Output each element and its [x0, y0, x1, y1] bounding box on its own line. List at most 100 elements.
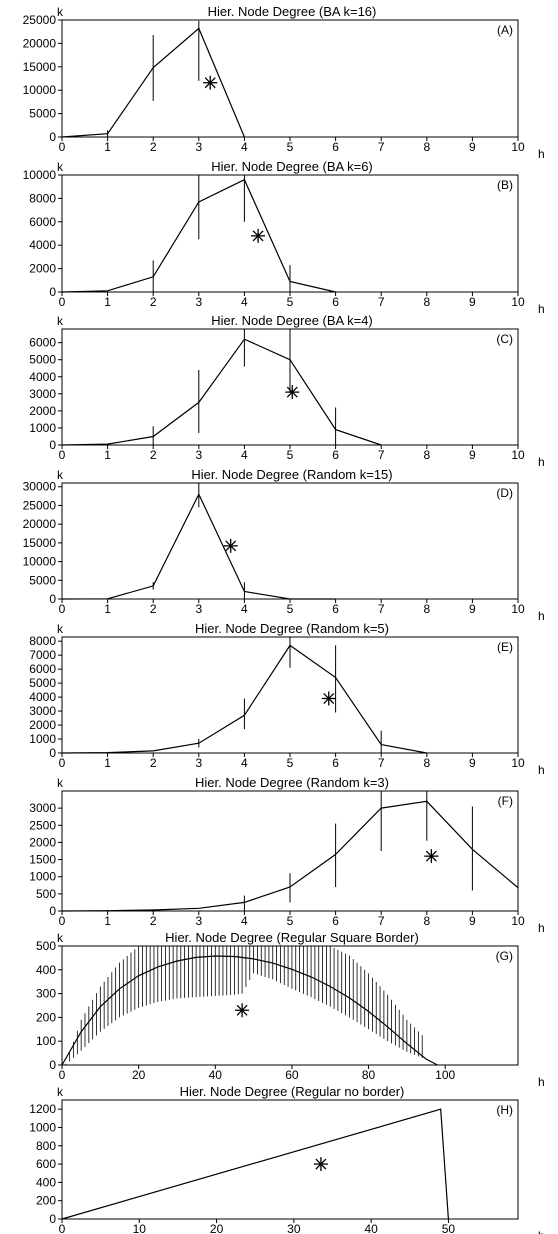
series-line: [61, 1108, 449, 1220]
plot-frame: [61, 482, 519, 600]
y-tick-label: 5000: [29, 676, 56, 690]
y-tick-label: 25000: [23, 13, 57, 27]
x-tick-label: 1: [104, 914, 111, 928]
asterisk-marker: [223, 538, 238, 553]
x-tick-label: 5: [287, 295, 294, 309]
y-tick-label: 0: [49, 1212, 56, 1226]
x-tick-label: 0: [59, 602, 66, 616]
x-tick-label: 9: [469, 295, 476, 309]
series-line: [61, 27, 245, 138]
y-tick-label: 1200: [29, 1102, 56, 1116]
x-tick-label: 7: [378, 448, 385, 462]
y-tick-label: 800: [36, 1139, 56, 1153]
chart-panel-f: Hier. Node Degree (Random k=3) k h (F) 0 1 2 3 4…: [29, 775, 544, 935]
y-tick-label: 0: [49, 592, 56, 606]
y-tick-label: 4000: [29, 370, 56, 384]
x-tick-label: 10: [511, 756, 525, 770]
chart-title: Hier. Node Degree (BA k=6): [211, 159, 373, 174]
y-tick-label: 500: [36, 939, 56, 953]
x-tick-label: 9: [469, 448, 476, 462]
chart-title: Hier. Node Degree (Random k=5): [195, 621, 389, 636]
x-tick-label: 9: [469, 140, 476, 154]
y-tick-label: 1000: [29, 870, 56, 884]
x-tick-label: 2: [150, 448, 157, 462]
x-tick-label: 50: [442, 1222, 456, 1234]
asterisk-marker: [203, 75, 218, 90]
x-tick-label: 0: [59, 140, 66, 154]
x-tick-label: 100: [435, 1068, 455, 1082]
plot-frame: [61, 1099, 519, 1220]
x-tick-label: 9: [469, 914, 476, 928]
x-tick-label: 3: [195, 756, 202, 770]
x-tick-label: 2: [150, 914, 157, 928]
panel-label: (A): [497, 23, 513, 37]
x-tick-label: 8: [423, 448, 430, 462]
x-tick-label: 4: [241, 914, 248, 928]
y-tick-label: 6000: [29, 336, 56, 350]
x-tick-label: 4: [241, 448, 248, 462]
y-tick-label: 3000: [29, 801, 56, 815]
y-tick-label: 30000: [23, 480, 57, 494]
x-tick-label: 7: [378, 602, 385, 616]
x-tick-label: 7: [378, 295, 385, 309]
y-tick-label: 10000: [23, 83, 57, 97]
y-tick-label: 2000: [29, 404, 56, 418]
y-tick-label: 1000: [29, 1120, 56, 1134]
y-tick-label: 2000: [29, 718, 56, 732]
y-tick-label: 2000: [29, 835, 56, 849]
x-tick-label: 9: [469, 602, 476, 616]
x-tick-label: 1: [104, 756, 111, 770]
asterisk-marker: [313, 1157, 328, 1172]
y-tick-label: 5000: [29, 353, 56, 367]
x-axis-label: h: [538, 1229, 545, 1234]
x-tick-label: 6: [332, 914, 339, 928]
y-tick-label: 1000: [29, 421, 56, 435]
y-axis-label: k: [57, 160, 64, 174]
x-tick-label: 6: [332, 756, 339, 770]
x-tick-label: 1: [104, 140, 111, 154]
y-axis-label: k: [57, 468, 64, 482]
x-tick-label: 5: [287, 756, 294, 770]
y-axis-label: k: [57, 5, 64, 19]
y-tick-label: 6000: [29, 662, 56, 676]
x-tick-label: 0: [59, 1222, 66, 1234]
x-axis-label: h: [538, 455, 545, 469]
y-tick-label: 5000: [29, 107, 56, 121]
x-axis-label: h: [538, 1075, 545, 1089]
y-tick-label: 8000: [29, 634, 56, 648]
y-tick-label: 3000: [29, 387, 56, 401]
y-tick-label: 1500: [29, 853, 56, 867]
x-tick-label: 2: [150, 295, 157, 309]
x-axis-label: h: [538, 921, 545, 935]
asterisk-marker: [251, 228, 266, 243]
x-tick-label: 0: [59, 756, 66, 770]
y-tick-label: 10000: [23, 168, 57, 182]
panel-label: (G): [496, 949, 513, 963]
series-line: [61, 955, 438, 1066]
y-axis-label: k: [57, 314, 64, 328]
y-axis-label: k: [57, 776, 64, 790]
x-tick-label: 5: [287, 448, 294, 462]
x-tick-label: 6: [332, 295, 339, 309]
y-axis-label: k: [57, 931, 64, 945]
x-axis-label: h: [538, 763, 545, 777]
chart-panel-e: Hier. Node Degree (Random k=5) k h (E) 0 1 2 3 4…: [29, 621, 544, 777]
y-tick-label: 25000: [23, 498, 57, 512]
y-tick-label: 0: [49, 438, 56, 452]
y-tick-label: 7000: [29, 648, 56, 662]
plot-frame: [61, 19, 519, 138]
y-tick-label: 3000: [29, 704, 56, 718]
x-tick-label: 3: [195, 602, 202, 616]
x-tick-label: 0: [59, 448, 66, 462]
y-tick-label: 10000: [23, 555, 57, 569]
panel-label: (F): [498, 794, 513, 808]
panel-label: (E): [497, 640, 513, 654]
y-tick-label: 500: [36, 887, 56, 901]
x-tick-label: 9: [469, 756, 476, 770]
y-tick-label: 1000: [29, 732, 56, 746]
x-tick-label: 3: [195, 448, 202, 462]
x-tick-label: 4: [241, 295, 248, 309]
y-tick-label: 400: [36, 963, 56, 977]
panel-label: (B): [497, 178, 513, 192]
chart-panel-g: Hier. Node Degree (Regular Square Border…: [36, 930, 545, 1089]
